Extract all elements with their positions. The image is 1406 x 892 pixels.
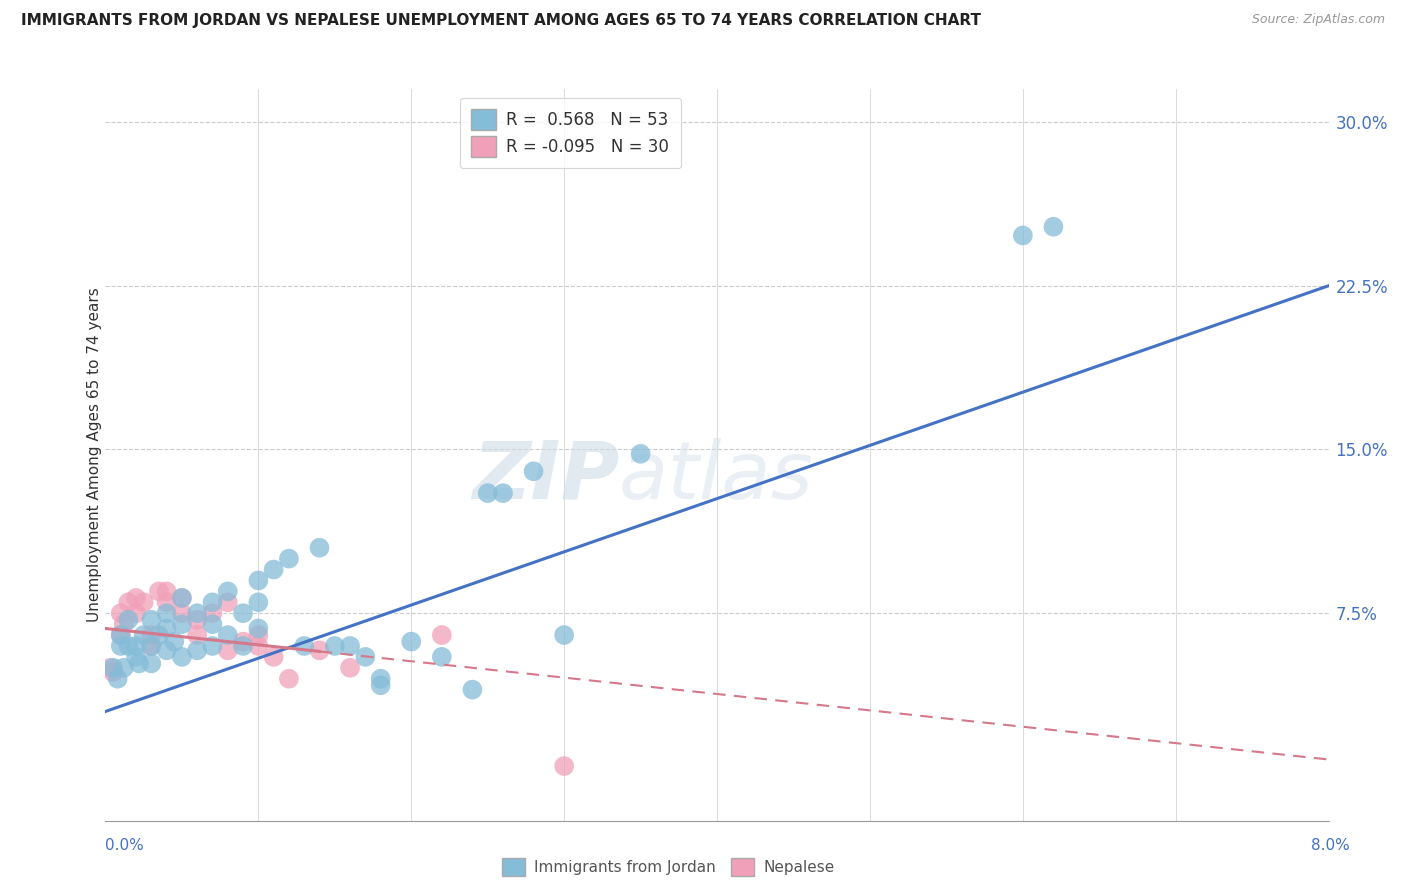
Point (1011, 228, 1033, 243)
Point (186, 628, 208, 642)
Point (155, 622, 177, 636)
Text: Source: ZipAtlas.com: Source: ZipAtlas.com (1251, 13, 1385, 27)
Point (170, 591, 193, 605)
Point (117, 613, 139, 627)
Point (125, 649, 148, 664)
Point (186, 643, 208, 657)
Point (141, 628, 163, 642)
Point (155, 606, 177, 620)
Point (125, 606, 148, 620)
Point (110, 639, 132, 653)
Point (132, 628, 155, 642)
Text: IMMIGRANTS FROM JORDAN VS NEPALESE UNEMPLOYMENT AMONG AGES 65 TO 74 YEARS CORREL: IMMIGRANTS FROM JORDAN VS NEPALESE UNEMP… (21, 13, 981, 29)
Point (112, 617, 135, 632)
Text: ZIP: ZIP (472, 438, 619, 516)
Point (323, 639, 346, 653)
Point (148, 628, 170, 642)
Point (308, 643, 330, 657)
Y-axis label: Unemployment Among Ages 65 to 74 years: Unemployment Among Ages 65 to 74 years (87, 287, 101, 623)
Point (148, 584, 170, 599)
Point (370, 672, 392, 686)
Point (186, 613, 208, 627)
Point (232, 639, 254, 653)
Point (201, 606, 224, 620)
Point (125, 639, 148, 653)
Point (170, 649, 193, 664)
Point (232, 606, 254, 620)
Point (247, 622, 270, 636)
Point (186, 606, 208, 620)
Point (117, 639, 139, 653)
Point (553, 759, 575, 773)
Point (247, 628, 270, 642)
Point (292, 639, 315, 653)
Legend: Immigrants from Jordan, Nepalese: Immigrants from Jordan, Nepalese (496, 852, 841, 882)
Point (141, 657, 163, 671)
Point (1042, 219, 1064, 234)
Point (217, 595, 239, 609)
Point (117, 595, 139, 609)
Point (370, 678, 392, 692)
Point (523, 464, 546, 478)
Point (141, 639, 163, 653)
Point (492, 486, 515, 500)
Point (247, 639, 270, 653)
Point (163, 634, 186, 648)
Point (201, 595, 224, 609)
Point (553, 628, 575, 642)
Point (141, 639, 163, 653)
Point (278, 551, 301, 566)
Point (107, 672, 129, 686)
Point (399, 634, 422, 648)
Point (112, 661, 135, 675)
Point (308, 541, 330, 555)
Point (339, 639, 361, 653)
Point (217, 643, 239, 657)
Point (132, 595, 155, 609)
Point (101, 661, 124, 675)
Text: atlas: atlas (619, 438, 814, 516)
Point (430, 628, 453, 642)
Point (110, 628, 132, 642)
Point (155, 643, 177, 657)
Point (278, 672, 301, 686)
Point (247, 595, 270, 609)
Point (232, 634, 254, 648)
Point (461, 682, 484, 697)
Point (430, 649, 453, 664)
Point (217, 628, 239, 642)
Point (125, 591, 148, 605)
Point (263, 649, 285, 664)
Point (110, 628, 132, 642)
Point (170, 617, 193, 632)
Point (247, 574, 270, 588)
Point (170, 606, 193, 620)
Point (201, 617, 224, 632)
Point (101, 665, 124, 680)
Point (263, 563, 285, 577)
Point (217, 584, 239, 599)
Point (110, 606, 132, 620)
Point (155, 595, 177, 609)
Point (98, 661, 121, 675)
Point (339, 661, 361, 675)
Point (477, 486, 499, 500)
Point (128, 657, 150, 671)
Point (354, 649, 377, 664)
Point (170, 591, 193, 605)
Point (201, 639, 224, 653)
Text: 0.0%: 0.0% (105, 838, 145, 854)
Point (630, 447, 652, 461)
Text: 8.0%: 8.0% (1310, 838, 1350, 854)
Point (155, 584, 177, 599)
Point (141, 613, 163, 627)
